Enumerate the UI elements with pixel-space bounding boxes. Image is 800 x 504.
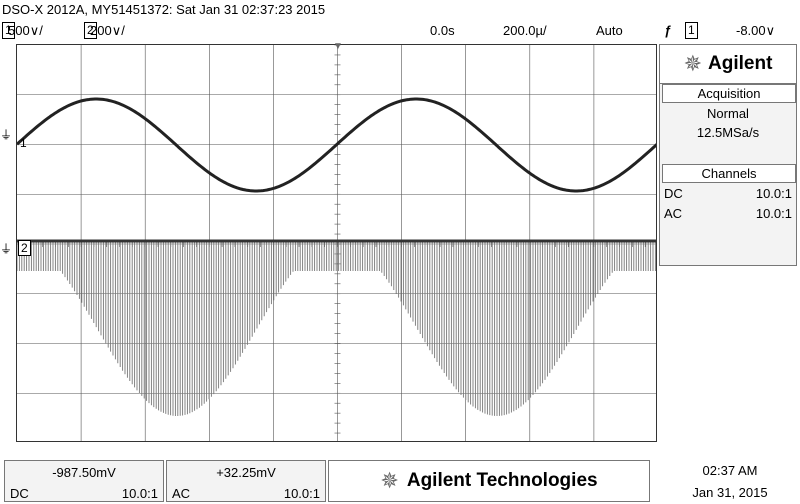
- time-scale[interactable]: 200.0µ/: [503, 23, 547, 38]
- ch2-measure-value: +32.25mV: [216, 465, 276, 480]
- agilent-spark-icon: ✵: [683, 51, 703, 76]
- agilent-logo: ✵ Agilent: [660, 45, 796, 84]
- brand-name: Agilent: [708, 53, 773, 74]
- ch1-marker-label: 1: [20, 136, 27, 150]
- waveform-display[interactable]: [16, 44, 657, 442]
- acquisition-header: Acquisition: [662, 84, 796, 103]
- channels-header: Channels: [662, 164, 796, 183]
- panel-ch1-coupling: DC: [664, 186, 683, 201]
- ch1-scale: 500∨/: [8, 23, 43, 38]
- ch1-measure-value: -987.50mV: [52, 465, 116, 480]
- trigger-mode[interactable]: Auto: [596, 23, 623, 38]
- ch2-ground-marker[interactable]: ⏚: [0, 242, 13, 256]
- panel-ch2-coupling: AC: [664, 206, 683, 221]
- waveform-canvas: [17, 45, 656, 441]
- trigger-edge-icon: ƒ: [664, 23, 672, 38]
- ch1-measure-coupling: DC: [10, 486, 29, 501]
- panel-channel-row: AC 10.0:1: [664, 206, 794, 221]
- time-position[interactable]: 0.0s: [430, 23, 455, 38]
- ch2-number-box: 2: [84, 22, 97, 39]
- ch1-number-box: 1: [2, 22, 15, 39]
- ch1-measure-probe: 10.0:1: [121, 486, 158, 501]
- trigger-position-marker: ▼: [333, 41, 343, 52]
- agilent-spark-icon: ✵: [380, 468, 399, 493]
- company-name: Agilent Technologies: [406, 470, 598, 491]
- panel-channel-row: DC 10.0:1: [664, 186, 794, 201]
- ch1-measure-box[interactable]: -987.50mV DC 10.0:1: [4, 460, 164, 502]
- ch2-trace: [17, 241, 656, 416]
- ch1-trace: [17, 97, 656, 193]
- ch2-measure-coupling: AC: [172, 486, 191, 501]
- ch2-scale: 200∨/: [90, 23, 125, 38]
- panel-ch2-probe: 10.0:1: [755, 206, 792, 221]
- side-panel: ✵ Agilent Acquisition Normal 12.5MSa/s C…: [659, 44, 797, 266]
- panel-ch1-probe: 10.0:1: [755, 186, 792, 201]
- clock-date: Jan 31, 2015: [692, 485, 768, 500]
- trigger-source-box[interactable]: 1: [685, 22, 698, 39]
- trigger-level[interactable]: -8.00∨: [736, 23, 776, 38]
- clock: 02:37 AM Jan 31, 2015: [670, 460, 790, 504]
- sample-rate: 12.5MSa/s: [696, 125, 760, 140]
- window-title: DSO-X 2012A, MY51451372: Sat Jan 31 02:3…: [2, 2, 326, 17]
- agilent-technologies-logo: ✵ Agilent Technologies: [328, 460, 650, 502]
- ch2-measure-probe: 10.0:1: [283, 486, 320, 501]
- ch1-ground-marker[interactable]: ⏚: [0, 128, 13, 142]
- ch2-measure-box[interactable]: +32.25mV AC 10.0:1: [166, 460, 326, 502]
- status-bar: 1 500∨/ 2 200∨/ 0.0s 200.0µ/ Auto ƒ 1 -8…: [0, 21, 800, 41]
- ch2-marker-label: 2: [18, 240, 31, 256]
- clock-time: 02:37 AM: [702, 463, 758, 478]
- acquisition-mode: Normal: [707, 106, 749, 121]
- bottom-bar: -987.50mV DC 10.0:1 +32.25mV AC 10.0:1 ✵…: [0, 456, 800, 503]
